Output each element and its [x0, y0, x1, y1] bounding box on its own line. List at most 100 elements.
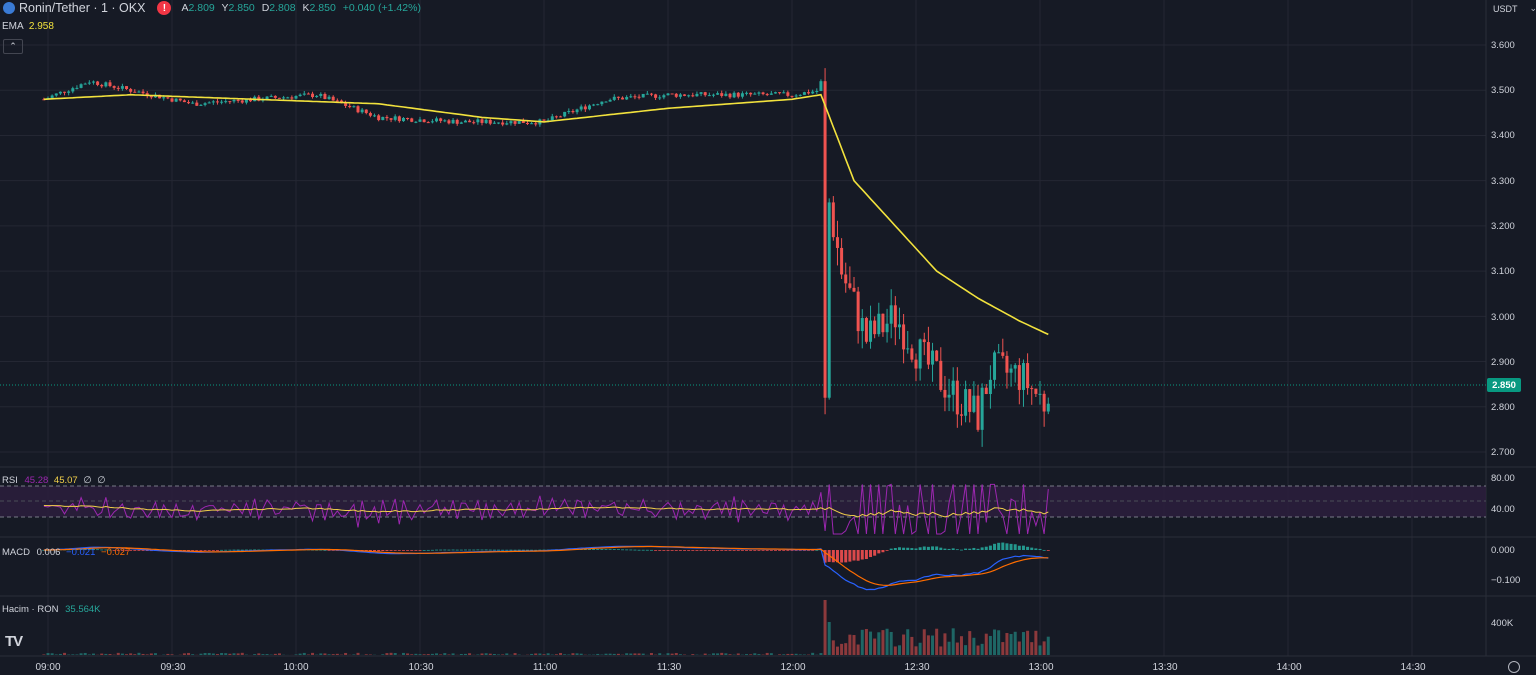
- price-tick: 3.400: [1491, 130, 1515, 141]
- macd-hist-bar: [678, 550, 682, 551]
- candle-body: [1017, 365, 1021, 390]
- macd-hist-bar: [120, 550, 124, 551]
- candle-body: [149, 95, 153, 98]
- warning-icon[interactable]: !: [157, 1, 172, 15]
- candle-body: [525, 122, 529, 124]
- volume-bar: [1026, 630, 1030, 655]
- volume-bar: [116, 652, 120, 655]
- macd-hist-bar: [951, 548, 955, 550]
- candle-body: [530, 123, 534, 125]
- macd-hist-bar: [517, 549, 521, 551]
- candle-body: [368, 113, 372, 116]
- volume-bar: [232, 653, 236, 655]
- collapse-legend-button[interactable]: ⌃: [3, 39, 23, 54]
- volume-bar: [955, 642, 959, 655]
- macd-hist-bar: [625, 549, 629, 551]
- macd-hist-bar: [616, 549, 620, 551]
- candle-body: [492, 122, 496, 124]
- time-tick: 14:30: [1400, 662, 1426, 673]
- macd-hist-bar: [79, 549, 83, 550]
- volume-bar: [100, 653, 104, 655]
- macd-hist-bar: [728, 550, 732, 551]
- candle-body: [988, 379, 992, 394]
- symbol-title[interactable]: Ronin/Tether · 1 · OKX: [19, 1, 146, 15]
- macd-hist-bar: [786, 550, 790, 551]
- macd-hist-bar: [505, 549, 509, 551]
- candle-body: [174, 98, 178, 102]
- volume-bar: [410, 654, 414, 655]
- tradingview-logo[interactable]: TV: [5, 633, 23, 650]
- volume-bar: [63, 652, 67, 655]
- macd-hist-bar: [381, 550, 385, 552]
- candle-body: [137, 91, 141, 93]
- volume-bar: [674, 653, 678, 655]
- macd-hist-bar: [195, 550, 199, 551]
- macd-hist-bar: [993, 543, 997, 550]
- macd-hist-bar: [840, 550, 844, 563]
- macd-hist-bar: [798, 550, 802, 551]
- candle-body: [782, 92, 786, 94]
- macd-tick: −0.100: [1491, 575, 1521, 586]
- candle-body: [480, 119, 484, 123]
- candle-body: [662, 95, 666, 98]
- candle-body: [968, 389, 972, 412]
- candle-body: [852, 287, 856, 292]
- macd-legend[interactable]: MACD 0.006 −0.021 −0.027: [2, 547, 131, 558]
- macd-hist-bar: [96, 549, 100, 551]
- macd-hist-bar: [455, 549, 459, 551]
- candle-body: [203, 103, 207, 105]
- volume-bar: [443, 653, 447, 655]
- symbol-header: Ronin/Tether · 1 · OKX ! A2.809 Y2.850 D…: [0, 0, 425, 16]
- candle-body: [736, 92, 740, 97]
- settings-icon[interactable]: [1508, 661, 1520, 673]
- candle-body: [244, 99, 248, 103]
- macd-hist-bar: [472, 549, 476, 551]
- macd-hist-bar: [736, 550, 740, 551]
- macd-hist-bar: [835, 550, 839, 563]
- macd-hist-bar: [769, 550, 773, 551]
- currency-selector[interactable]: USDT ⌄: [1493, 3, 1536, 14]
- volume-bar: [968, 631, 972, 655]
- macd-hist-bar: [695, 550, 699, 551]
- candle-body: [542, 119, 546, 121]
- candle-body: [277, 97, 281, 99]
- candle-body: [695, 93, 699, 97]
- candle-body: [58, 91, 62, 94]
- ema-legend[interactable]: EMA 2.958: [2, 21, 54, 32]
- macd-hist-bar: [236, 549, 240, 551]
- candle-body: [889, 305, 893, 324]
- candle-body: [1005, 355, 1009, 373]
- macd-hist-bar: [641, 549, 645, 551]
- macd-hist-bar: [761, 550, 765, 551]
- macd-hist-bar: [492, 549, 496, 551]
- macd-hist-bar: [823, 550, 827, 563]
- volume-bar: [984, 633, 988, 655]
- macd-hist-bar: [100, 549, 104, 551]
- volume-bar: [902, 634, 906, 655]
- time-tick: 11:30: [656, 662, 682, 673]
- macd-hist-bar: [220, 549, 224, 551]
- volume-bar: [352, 654, 356, 655]
- macd-hist-bar: [724, 550, 728, 551]
- macd-hist-bar: [129, 550, 133, 551]
- volume-bar: [1034, 630, 1038, 655]
- volume-legend[interactable]: Hacim · RON 35.564K: [2, 604, 101, 615]
- candle-body: [575, 109, 579, 113]
- candle-body: [75, 87, 79, 89]
- rsi-legend[interactable]: RSI 45.28 45.07 ∅ ∅: [2, 475, 106, 486]
- macd-hist-bar: [1026, 546, 1030, 550]
- volume-bar: [972, 637, 976, 655]
- volume-bar: [207, 653, 211, 655]
- candle-body: [331, 96, 335, 101]
- macd-signal-line: [43, 545, 1049, 587]
- volume-bar: [187, 652, 191, 655]
- price-tick: 2.700: [1491, 447, 1515, 458]
- macd-hist-bar: [377, 550, 381, 552]
- candle-body: [451, 119, 455, 124]
- macd-hist-bar: [215, 550, 219, 551]
- volume-bar: [604, 653, 608, 655]
- candle-body: [951, 380, 955, 395]
- macd-hist-bar: [765, 550, 769, 551]
- volume-bar: [261, 654, 265, 655]
